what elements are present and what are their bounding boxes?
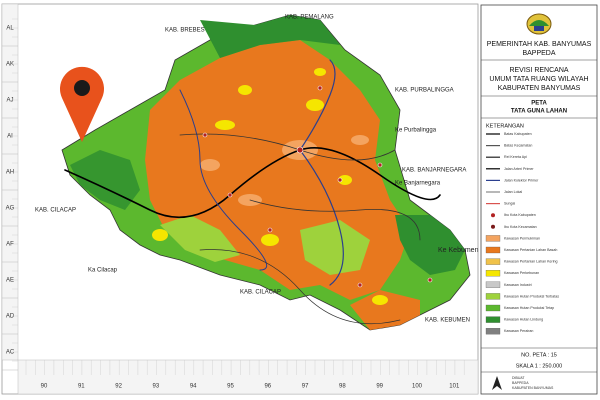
column-label: 98 (339, 384, 346, 390)
legend-label: Ibu Kota Kecamatan (504, 225, 537, 229)
column-label: 92 (115, 384, 122, 390)
legend-swatch (485, 270, 501, 277)
panel-header: PEMERINTAH KAB. BANYUMAS (487, 41, 592, 48)
row-label: AH (6, 170, 14, 176)
row-label: AF (6, 242, 14, 248)
north-arrow (492, 376, 502, 390)
legend-swatch (485, 304, 501, 312)
row-label: AI (7, 134, 13, 140)
legend-swatch (485, 328, 501, 335)
footer-text: KABUPATEN BANYUMAS (512, 386, 554, 390)
map-label: KAB. BREBES (165, 28, 205, 34)
row-label: AE (6, 278, 14, 284)
row-label: AD (6, 314, 15, 320)
column-label: 91 (78, 384, 85, 390)
map-label: Ke Purbalingga (395, 128, 437, 134)
row-label: AL (6, 26, 14, 32)
forest-west (70, 150, 140, 210)
legend-label: Kawasan Hutan Lindung (504, 318, 543, 322)
legend-swatch (485, 246, 501, 254)
legend-label: Kawasan Permukiman (504, 236, 540, 240)
forest-north (200, 15, 340, 58)
legend-swatch (485, 258, 501, 265)
legend-label: Kawasan Perairan (504, 329, 533, 333)
legend-label: Kawasan Pertanian Lahan Basah (504, 248, 557, 252)
legend-label: Rel Kereta Api (504, 155, 527, 159)
legend-swatch (491, 224, 495, 229)
column-label: 93 (153, 384, 160, 390)
legend: Batas Kabupaten Batas Kecamatan Rel Kereta… (485, 132, 559, 335)
land-use-map (61, 14, 471, 331)
legend-swatch (485, 281, 501, 288)
legend-label: Kawasan Pertanian Lahan Kering (504, 260, 558, 264)
scale: SKALA 1 : 250.000 (516, 363, 562, 369)
settlement-patches (200, 135, 369, 206)
logo (526, 13, 552, 35)
forest-south (160, 215, 240, 262)
legend-label: Jalan Lokal (504, 190, 522, 194)
project-title: UMUM TATA RUANG WILAYAH (489, 76, 588, 83)
column-label: 100 (412, 384, 423, 390)
title-panel (480, 4, 598, 395)
legend-swatch (485, 235, 501, 242)
legend-label: Jalan Kolektor Primer (504, 178, 539, 182)
map-label: Ke Kebumen (438, 247, 479, 254)
map-title: PETA (531, 101, 547, 107)
footer-text: DIBUAT (512, 376, 525, 380)
legend-title: KETERANGAN (486, 123, 524, 129)
column-strip (17, 359, 479, 395)
legend-swatch (485, 293, 501, 300)
column-label: 101 (449, 384, 460, 390)
project-title: KABUPATEN BANYUMAS (498, 85, 581, 92)
location-pin (60, 66, 105, 142)
row-label: AK (6, 62, 14, 68)
map-label: KAB. PEMALANG (285, 15, 334, 21)
legend-label: Kawasan Industri (504, 283, 532, 287)
legend-label: Jalan Arteri Primer (504, 167, 534, 171)
towns (202, 85, 433, 288)
footer-text: BAPPEDA (512, 381, 529, 385)
legend-label: Sungai (504, 202, 515, 206)
row-label: AJ (6, 98, 13, 104)
legend-swatch (491, 213, 495, 218)
legend-label: Batas Kecamatan (504, 144, 532, 148)
legend-swatch (485, 316, 501, 323)
plantation-patches (152, 68, 388, 305)
column-label: 96 (264, 384, 271, 390)
legend-label: Ibu Kota Kabupaten (504, 213, 536, 217)
map-label: Ke Banjarnegara (395, 181, 441, 187)
row-label: AC (6, 350, 15, 356)
column-label: 90 (41, 384, 48, 390)
map-label: KAB. CILACAP (35, 208, 76, 214)
project-title: REVISI RENCANA (509, 67, 568, 74)
forest-south-2 (300, 220, 370, 275)
map-label: KAB. CILACAP (240, 290, 281, 296)
row-label: AG (6, 206, 15, 212)
map-label: KAB. PURBALINGGA (395, 88, 454, 94)
legend-label: Kawasan Hutan Produksi Tetap (504, 306, 554, 310)
panel-header: BAPPEDA (522, 50, 555, 57)
map-title: TATA GUNA LAHAN (511, 109, 567, 115)
agriculture-southeast (350, 290, 420, 330)
roads (64, 59, 441, 325)
column-label: 97 (302, 384, 309, 390)
map-label: KAB. KEBUMEN (425, 318, 470, 324)
legend-label: Kawasan Perkebunan (504, 271, 539, 275)
map-label: KAB. BANJARNEGARA (402, 168, 466, 174)
column-label: 94 (190, 384, 197, 390)
map-label: Ka Cilacap (88, 268, 118, 274)
legend-label: Batas Kabupaten (504, 132, 532, 136)
column-label: 99 (376, 384, 383, 390)
row-strip (1, 3, 19, 361)
legend-label: Kawasan Hutan Produksi Terbatas (504, 294, 559, 298)
grid: AL AK AJ AI AH AG AF AE AD AC 90 91 92 93 94 95 96 97 98 99… (2, 18, 465, 390)
column-label: 95 (227, 384, 234, 390)
forest-east (395, 215, 465, 275)
map-number: NO. PETA : 15 (521, 352, 557, 358)
